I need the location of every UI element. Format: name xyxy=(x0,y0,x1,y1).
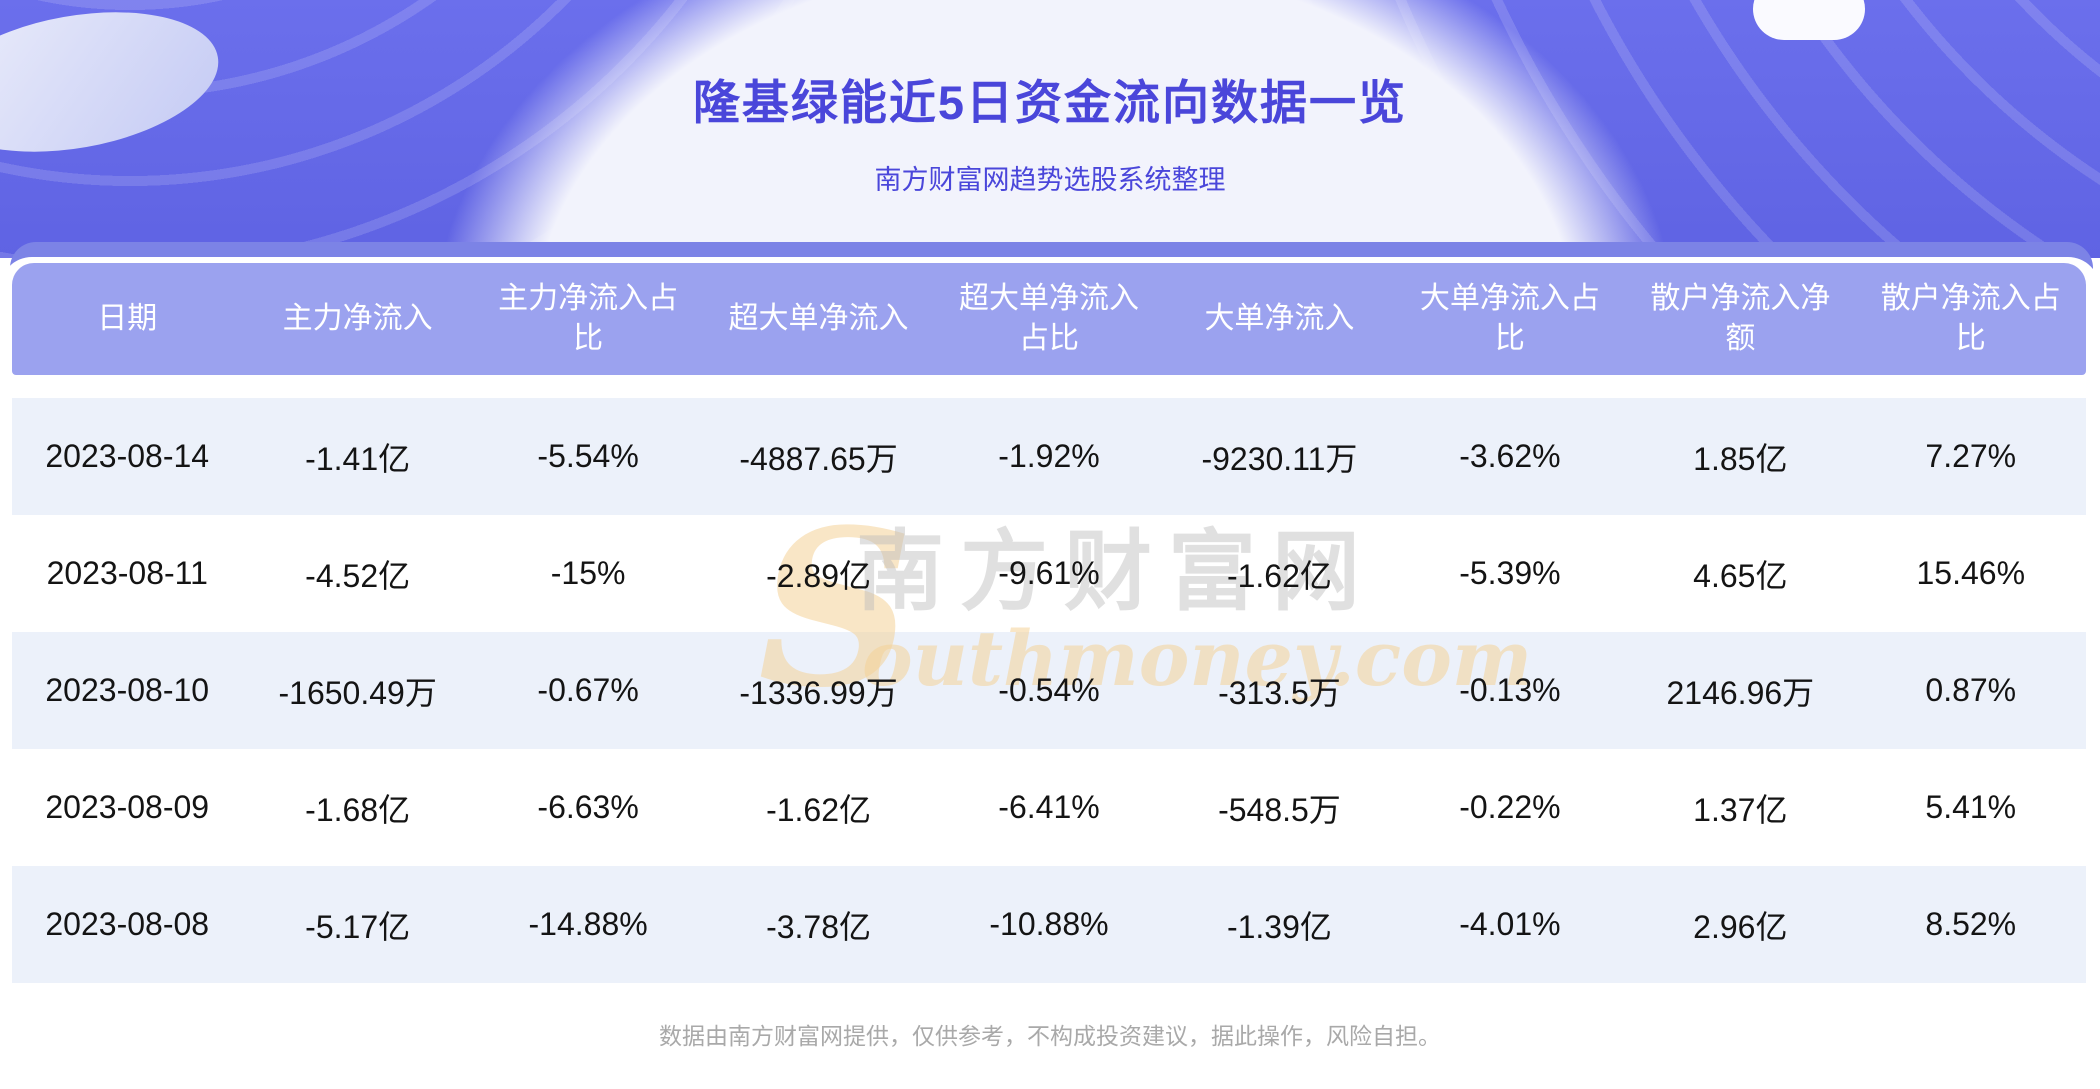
value-cell: -15% xyxy=(550,555,626,591)
column-header-5: 大单净流入 xyxy=(1204,301,1355,335)
value-cell: -0.54% xyxy=(998,672,1100,708)
value-cell: -9.61% xyxy=(998,555,1100,591)
value-cell: -4887.65万 xyxy=(739,440,898,477)
value-cell: 7.27% xyxy=(1925,438,2017,474)
value-cell: -0.13% xyxy=(1459,672,1561,708)
value-cell: -3.78亿 xyxy=(766,908,872,945)
value-cell: -1.68亿 xyxy=(305,791,411,828)
table-body: 2023-08-14 -1.41亿 -5.54% -4887.65万 -1.92% -92… xyxy=(12,398,2086,983)
value-cell: -1.41亿 xyxy=(305,440,411,477)
footer-note: 数据由南方财富网提供，仅供参考，不构成投资建议，据此操作，风险自担。 xyxy=(659,1023,1441,1049)
value-cell: -548.5万 xyxy=(1218,791,1341,828)
value-cell: 2146.96万 xyxy=(1666,674,1815,711)
table-header-row: 日期 主力净流入 主力净流入占比 超大单净流入 超大单净流入占比 大单净流入 大单净流入占比… xyxy=(12,263,2086,375)
value-cell: -1.62亿 xyxy=(766,791,872,828)
column-header-0: 日期 xyxy=(97,301,158,335)
value-cell: 4.65亿 xyxy=(1693,557,1788,594)
table-row: 2023-08-08 -5.17亿 -14.88% -3.78亿 -10.88% -1.3… xyxy=(12,866,2086,983)
value-cell: -1.39亿 xyxy=(1226,908,1332,945)
value-cell: -0.22% xyxy=(1459,789,1561,825)
column-header-4: 超大单净流入占比 xyxy=(958,281,1139,356)
value-cell: -14.88% xyxy=(528,906,648,942)
value-cell: 1.85亿 xyxy=(1693,440,1788,477)
value-cell: 5.41% xyxy=(1925,789,2017,825)
value-cell: -0.67% xyxy=(537,672,639,708)
value-cell: -6.41% xyxy=(998,789,1100,825)
value-cell: 0.87% xyxy=(1925,672,2017,708)
content-sheet: S 南方财富网 outhmoney.com 日期 主力净流入 主力净流入占比 超大单净… xyxy=(0,257,2100,1089)
column-header-3: 超大单净流入 xyxy=(728,301,909,335)
value-cell: -5.17亿 xyxy=(305,908,411,945)
data-table: 日期 主力净流入 主力净流入占比 超大单净流入 超大单净流入占比 大单净流入 大单净流入占比… xyxy=(12,263,2086,983)
value-cell: -5.39% xyxy=(1459,555,1561,591)
date-cell: 2023-08-11 xyxy=(46,555,208,591)
value-cell: -9230.11万 xyxy=(1201,440,1358,477)
date-cell: 2023-08-14 xyxy=(45,438,210,474)
table-row: 2023-08-14 -1.41亿 -5.54% -4887.65万 -1.92% -92… xyxy=(12,398,2086,515)
column-header-8: 散户净流入占比 xyxy=(1880,281,2061,356)
value-cell: -2.89亿 xyxy=(766,557,872,594)
column-header-7: 散户净流入净额 xyxy=(1650,281,1831,356)
page-subtitle: 南方财富网趋势选股系统整理 xyxy=(874,165,1226,195)
value-cell: -3.62% xyxy=(1459,438,1561,474)
date-cell: 2023-08-08 xyxy=(45,906,210,942)
value-cell: -313.5万 xyxy=(1218,674,1341,711)
value-cell: -4.52亿 xyxy=(305,557,411,594)
date-cell: 2023-08-10 xyxy=(45,672,210,708)
table-row: 2023-08-10 -1650.49万 -0.67% -1336.99万 -0.54%… xyxy=(12,632,2086,749)
column-header-1: 主力净流入 xyxy=(282,301,433,335)
value-cell: 2.96亿 xyxy=(1693,908,1788,945)
value-cell: 15.46% xyxy=(1916,555,2026,591)
date-cell: 2023-08-09 xyxy=(45,789,210,825)
value-cell: 8.52% xyxy=(1925,906,2017,942)
value-cell: -1.62亿 xyxy=(1226,557,1332,594)
pill-decoration xyxy=(1753,0,1865,40)
table-row: 2023-08-09 -1.68亿 -6.63% -1.62亿 -6.41% -548.5… xyxy=(12,749,2086,866)
table-row: 2023-08-11 -4.52亿 -15% -2.89亿 -9.61% -1.62亿 -5… xyxy=(12,515,2086,632)
value-cell: -1650.49万 xyxy=(278,674,437,711)
value-cell: -10.88% xyxy=(989,906,1109,942)
column-header-6: 大单净流入占比 xyxy=(1419,281,1600,356)
value-cell: -6.63% xyxy=(537,789,639,825)
glow-decoration xyxy=(0,0,2100,258)
value-cell: -1.92% xyxy=(998,438,1100,474)
value-cell: -5.54% xyxy=(537,438,639,474)
column-header-2: 主力净流入占比 xyxy=(498,281,679,356)
page-title: 隆基绿能近5日资金流向数据一览 xyxy=(692,76,1408,129)
value-cell: 1.37亿 xyxy=(1693,791,1788,828)
value-cell: -4.01% xyxy=(1459,906,1561,942)
value-cell: -1336.99万 xyxy=(739,674,898,711)
hero-banner: 隆基绿能近5日资金流向数据一览 南方财富网趋势选股系统整理 xyxy=(0,0,2100,258)
